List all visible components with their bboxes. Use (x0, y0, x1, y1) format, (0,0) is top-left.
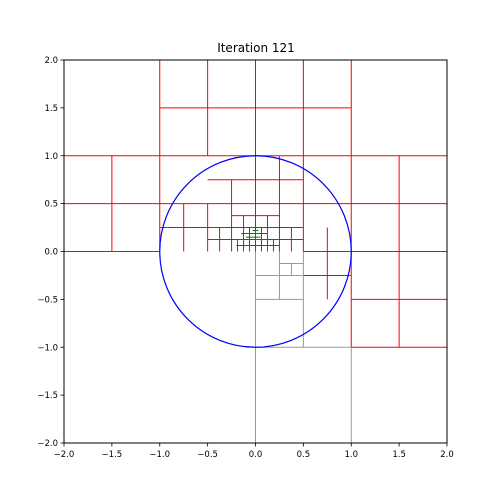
y-tick-label: −0.5 (37, 295, 58, 305)
chart-title: Iteration 121 (217, 41, 295, 55)
x-tick-label: 1.5 (392, 450, 406, 460)
x-tick-label: −1.0 (149, 450, 170, 460)
y-tick-label: −2.0 (37, 439, 58, 449)
x-tick-label: −1.5 (102, 450, 123, 460)
x-tick-label: 2.0 (440, 450, 454, 460)
x-axis: −2.0 −1.5 −1.0 −0.5 0.0 0.5 1.0 1.5 2.0 (54, 443, 454, 460)
series-0 (64, 60, 447, 348)
plot-area (64, 60, 447, 443)
x-tick-label: −0.5 (197, 450, 218, 460)
x-tick-label: 1.0 (344, 450, 358, 460)
x-tick-label: 0.5 (297, 450, 311, 460)
y-tick-label: 1.0 (44, 152, 58, 162)
y-axis: −2.0 −1.5 −1.0 −0.5 0.0 0.5 1.0 1.5 2.0 (37, 56, 64, 449)
y-tick-label: 1.5 (44, 104, 58, 114)
y-tick-label: 0.0 (44, 248, 58, 258)
y-tick-label: 0.5 (44, 200, 58, 210)
series-2 (236, 227, 280, 252)
y-tick-label: 2.0 (44, 56, 58, 66)
x-tick-label: 0.0 (249, 450, 263, 460)
axes-frame (63, 59, 448, 444)
y-tick-label: −1.5 (37, 391, 58, 401)
unit-circle (159, 155, 352, 348)
x-tick-label: −2.0 (54, 450, 75, 460)
y-tick-label: −1.0 (37, 343, 58, 353)
